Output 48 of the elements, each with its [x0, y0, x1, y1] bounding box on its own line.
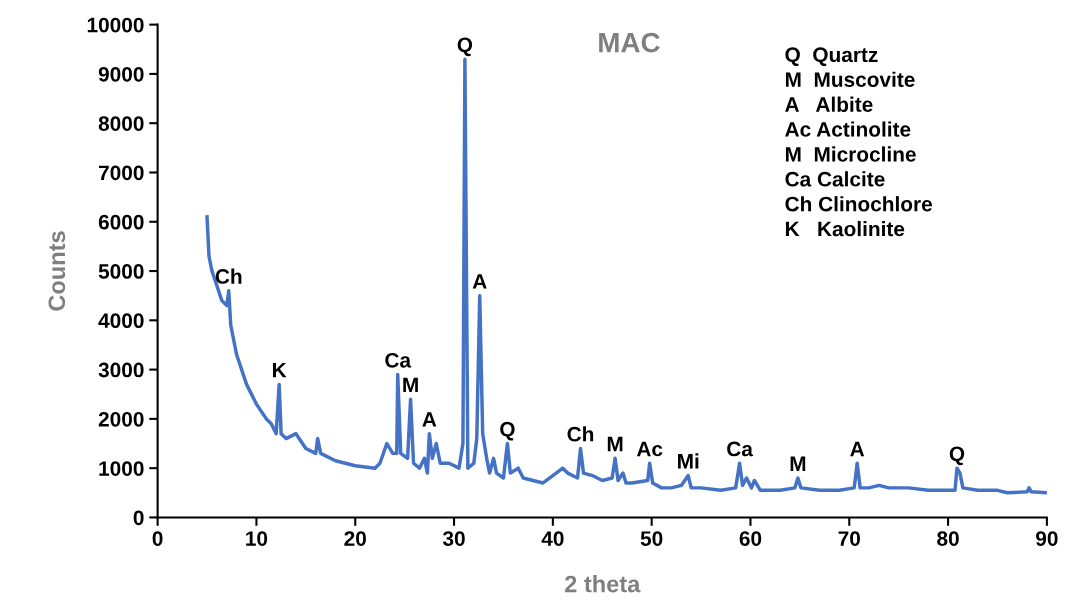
annotation: M Microcline: [785, 146, 916, 162]
annotation: A: [472, 274, 487, 289]
x-tick-label: 80: [937, 531, 959, 546]
annotation: Ca: [385, 352, 412, 368]
annotation: M: [403, 377, 418, 393]
y-tick-label: 0: [133, 510, 144, 526]
annotation: K Kaolinite: [785, 221, 905, 237]
y-tick-label: 10000: [87, 17, 144, 33]
annotation: Q Quartz: [785, 47, 878, 67]
x-tick-label: 60: [739, 531, 762, 546]
y-axis-title: Counts: [48, 231, 66, 311]
y-tick-label: 8000: [98, 116, 144, 131]
annotation: A Albite: [785, 96, 873, 112]
annotation: M Muscovite: [785, 71, 915, 88]
x-axis-title: 2 theta: [565, 575, 641, 593]
annotation: Mi: [678, 453, 699, 469]
annotation: Q: [949, 446, 965, 466]
annotation: Q: [457, 37, 473, 57]
annotation: Q: [500, 421, 515, 441]
x-tick-label: 0: [152, 531, 163, 546]
y-tick-label: 2000: [98, 411, 144, 427]
x-tick-label: 40: [541, 531, 564, 546]
annotation: M: [790, 456, 806, 471]
x-tick-label: 50: [640, 531, 663, 546]
y-tick-label: 4000: [98, 313, 144, 329]
annotation: Ch: [215, 268, 242, 284]
annotation: Ac Actinolite: [785, 121, 911, 137]
annotation: Ch: [567, 426, 594, 442]
annotation: Ca Calcite: [785, 171, 885, 187]
y-tick-label: 6000: [98, 214, 144, 230]
annotation: A: [850, 441, 865, 457]
y-tick-label: 1000: [99, 461, 144, 476]
x-tick-label: 70: [838, 531, 861, 546]
x-tick-label: 10: [246, 531, 268, 546]
annotation: K: [273, 362, 287, 378]
x-tick-label: 90: [1036, 531, 1058, 546]
x-tick-label: 30: [442, 531, 465, 546]
annotation: Ca: [727, 441, 754, 457]
y-tick-label: 7000: [98, 165, 144, 181]
chart-title: MAC: [599, 32, 660, 53]
annotation: Ac: [636, 441, 663, 457]
x-tick-label: 20: [344, 531, 366, 546]
y-tick-label: 3000: [98, 362, 144, 378]
y-tick-label: 5000: [98, 264, 144, 279]
annotation: Ch Clinochlore: [785, 196, 932, 212]
y-tick-label: 9000: [98, 66, 144, 82]
annotation: A: [422, 412, 437, 427]
annotation: M: [607, 436, 623, 452]
